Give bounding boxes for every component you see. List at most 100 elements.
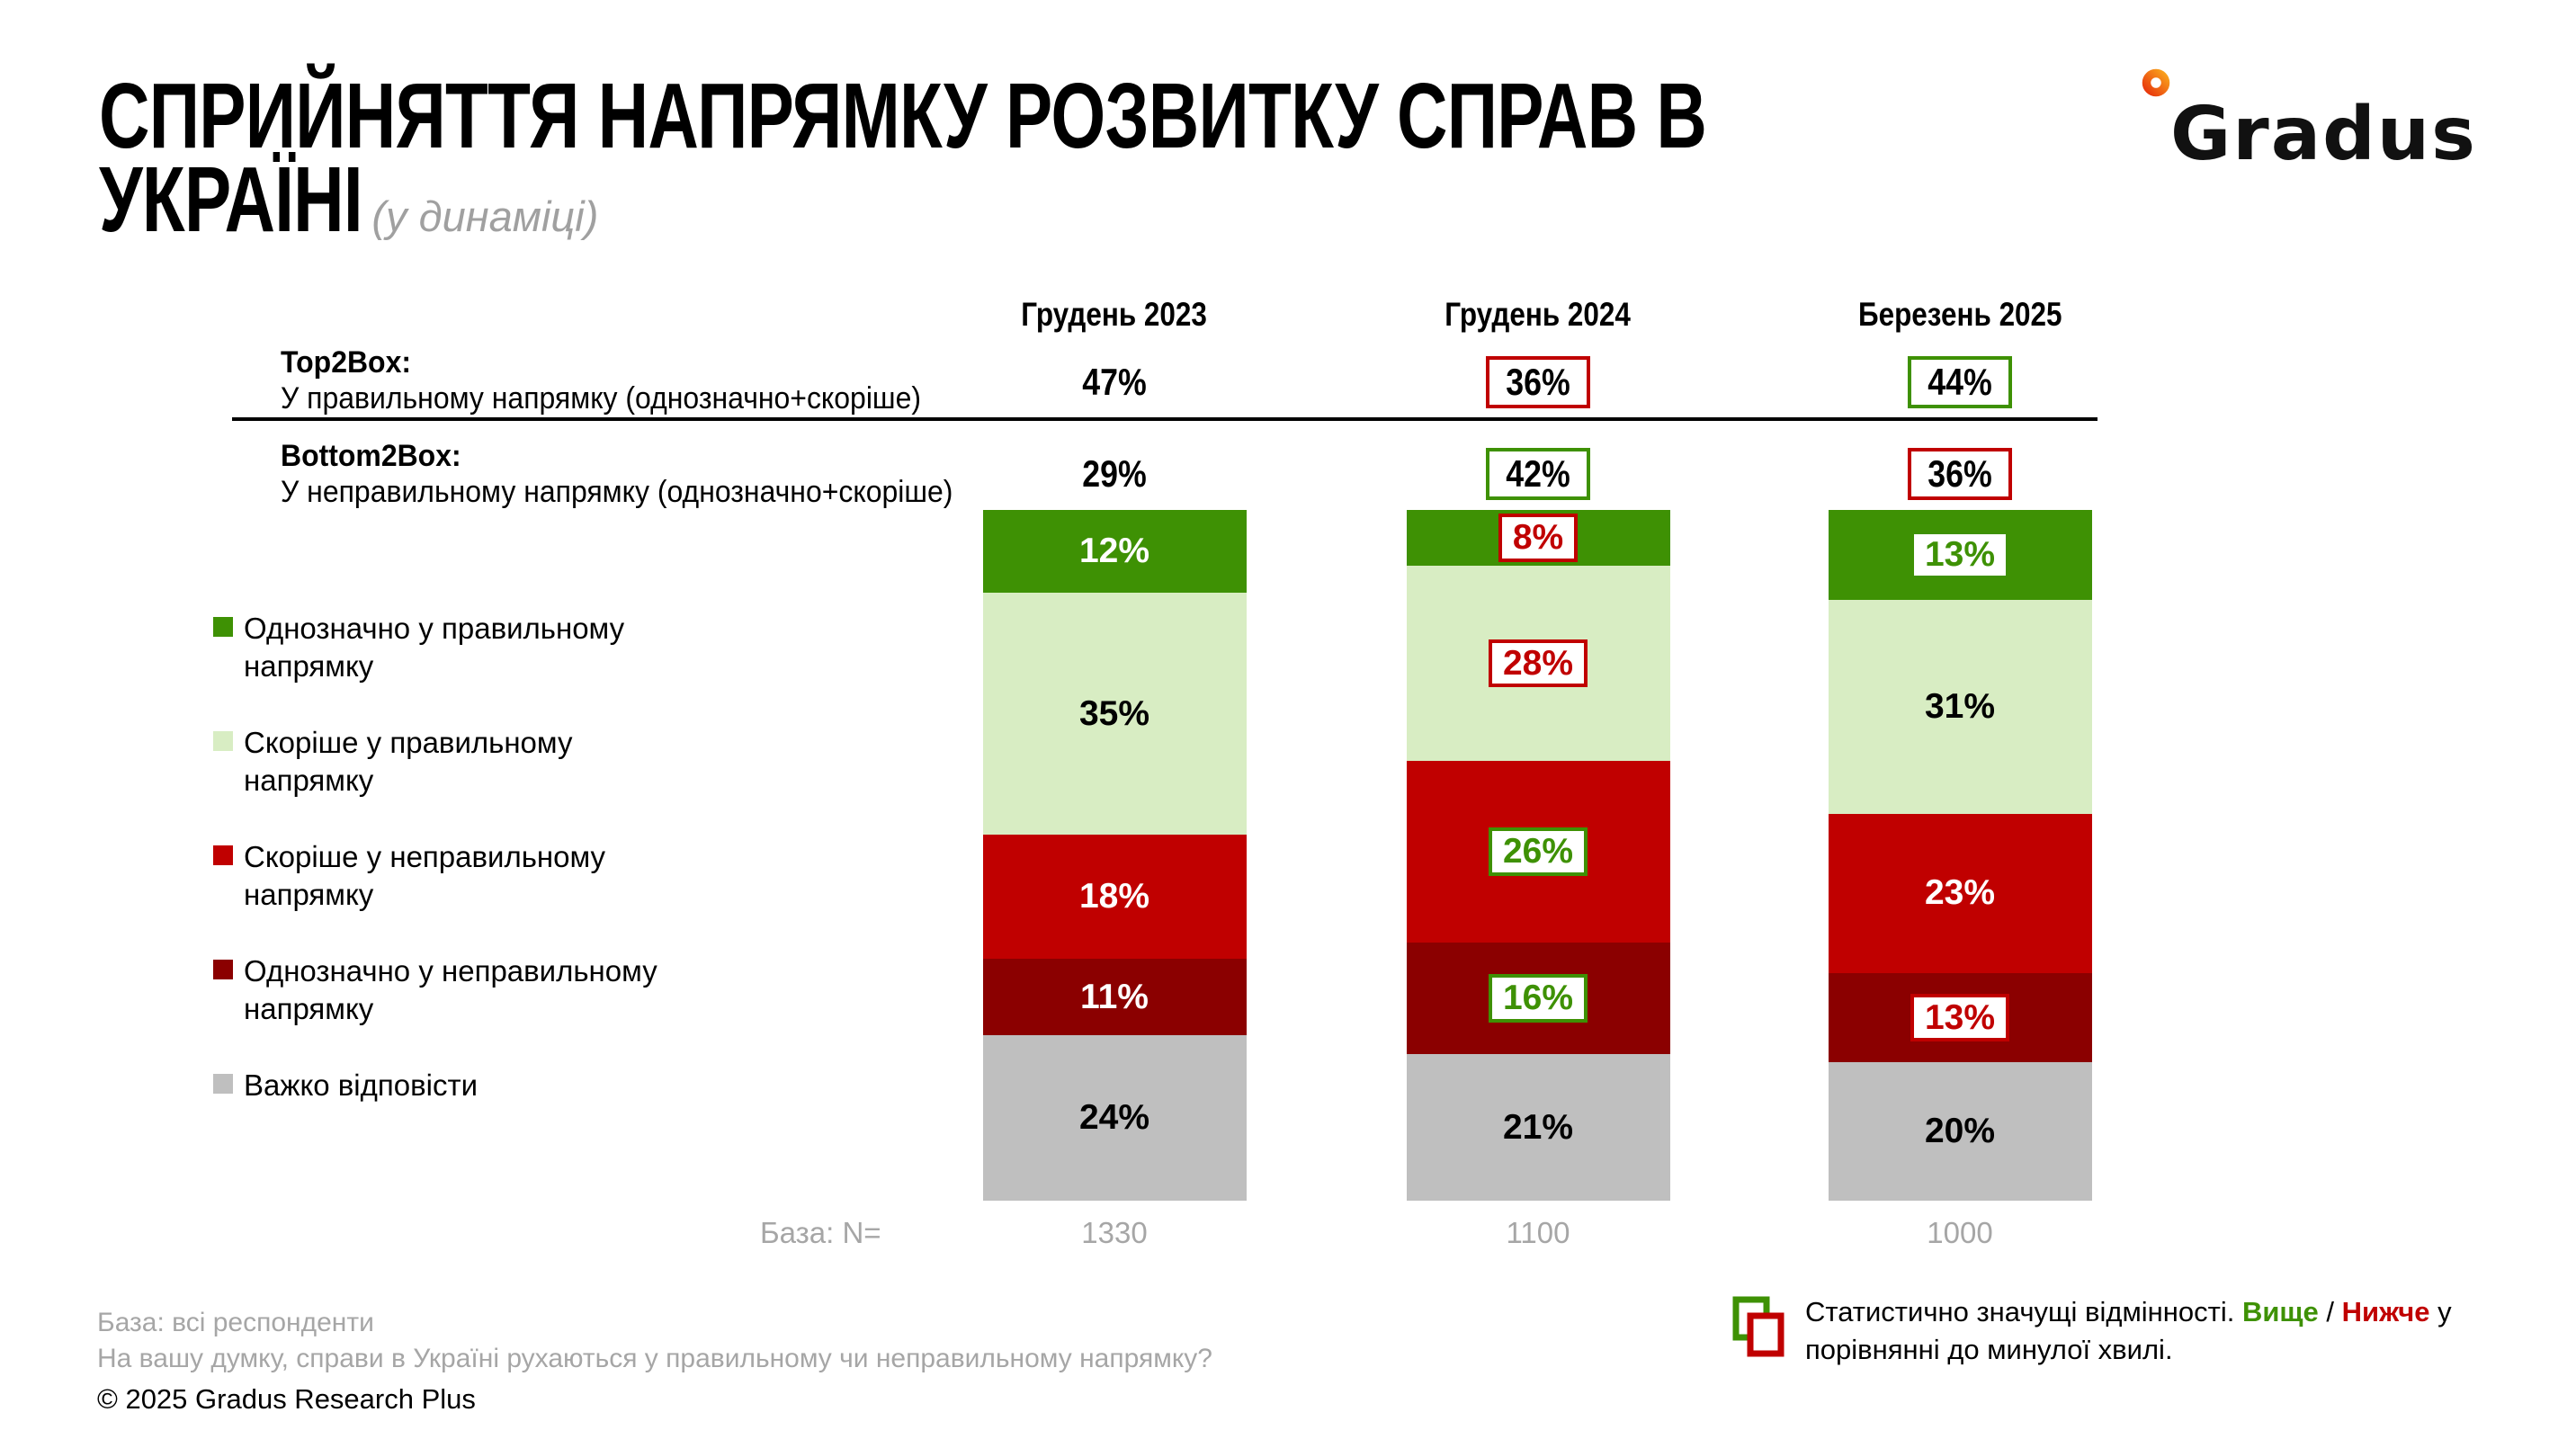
bar-segment-1-4: 11% [982, 959, 1247, 1035]
legend-swatch-2 [213, 731, 233, 751]
footer-question: На вашу думку, справи в Україні рухаютьс… [97, 1344, 1212, 1373]
significance-text: Статистично значущі відмінності. Вище / … [1805, 1293, 2507, 1369]
column-header-label: Грудень 2023 [1021, 296, 1208, 333]
top2box-name: Top2Box: [281, 345, 411, 380]
top2box-description: У правильному напрямку (однозначно+скорі… [281, 381, 921, 416]
footer-base-note: База: всі респонденти [97, 1308, 374, 1337]
legend-item-5: Важко відповісти [213, 1067, 663, 1104]
segment-label: 18% [1078, 877, 1150, 916]
base-value-2: 1100 [1506, 1216, 1570, 1249]
page-title: СПРИЙНЯТТЯ НАПРЯМКУ РОЗВИТКУ СПРАВ В [99, 69, 2214, 162]
bar-column-1: 12% 35% 18% 11% 24% [982, 510, 1247, 1201]
page-title-line-2: УКРАЇНІ (у динаміці) [99, 153, 598, 246]
bar-segment-2-2: 28% [1406, 566, 1670, 762]
gradus-logo-graphic: Gradus [2142, 68, 2477, 177]
bar-segment-2-1: 8% [1406, 510, 1670, 567]
segment-label: 28% [1488, 639, 1588, 688]
legend-item-1: Однозначно у правильному напрямку [213, 610, 663, 685]
bottom2box-description: У неправильному напрямку (однозначно+ско… [281, 475, 953, 509]
summary-value-box: 42% [1485, 448, 1591, 500]
legend-item-2: Скоріше у правильному напрямку [213, 724, 663, 800]
segment-label: 8% [1498, 514, 1579, 562]
bar-segment-3-4: 13% [1828, 972, 2092, 1063]
segment-label: 11% [1080, 977, 1149, 1016]
legend-label: Важко відповісти [244, 1068, 479, 1102]
legend-swatch-5 [213, 1074, 233, 1094]
summary-value-box: 29% [1077, 452, 1152, 495]
segment-label: 21% [1502, 1107, 1574, 1147]
bar-segment-3-3: 23% [1828, 813, 2092, 973]
bar-segment-2-3: 26% [1406, 761, 1670, 943]
column-header-3: Березень 2025 [1771, 296, 2149, 334]
legend-label: Однозначно у правильному напрямку [244, 612, 625, 683]
bottom2box-name: Bottom2Box: [281, 439, 461, 473]
bottom2box-value-3: 36% [1771, 447, 2149, 501]
bar-segment-1-5: 24% [982, 1034, 1247, 1201]
title-line-2: УКРАЇНІ [99, 147, 363, 251]
legend-swatch-3 [213, 845, 233, 865]
summary-value-text: 36% [1506, 361, 1570, 404]
segment-label: 13% [1913, 534, 2007, 576]
bar-segment-1-3: 18% [982, 834, 1247, 960]
bar-segment-1-1: 12% [982, 510, 1247, 594]
bar-column-2: 8% 28% 26% 16% 21% [1406, 510, 1670, 1201]
gradus-logo: Gradus [2136, 47, 2514, 177]
bar-segment-2-4: 16% [1406, 942, 1670, 1055]
segment-label: 23% [1924, 873, 1996, 913]
base-value-3: 1000 [1927, 1216, 1993, 1249]
segment-label: 24% [1078, 1097, 1150, 1137]
bar-segment-3-5: 20% [1828, 1062, 2092, 1201]
segment-label: 20% [1924, 1112, 1996, 1151]
top2box-value-2: 36% [1349, 355, 1727, 409]
summary-value-text: 29% [1082, 452, 1147, 496]
base-value-1: 1330 [1081, 1216, 1148, 1249]
summary-value-box: 36% [1485, 356, 1591, 408]
title-line-1: СПРИЙНЯТТЯ НАПРЯМКУ РОЗВИТКУ СПРАВ В [99, 64, 1707, 167]
top2box-value-3: 44% [1771, 355, 2149, 409]
separator-line [232, 417, 2097, 421]
bar-segment-3-1: 13% [1828, 510, 2092, 600]
summary-value-box: 47% [1077, 361, 1152, 403]
footer-copyright: © 2025 Gradus Research Plus [97, 1383, 476, 1415]
summary-value-text: 36% [1928, 452, 1992, 496]
significance-suffix: у порівнянні до минулої хвилі. [1805, 1296, 2452, 1365]
segment-label: 12% [1078, 532, 1150, 571]
segment-label: 31% [1924, 687, 1996, 727]
logo-degree-icon [2142, 68, 2170, 97]
segment-label: 35% [1078, 693, 1150, 733]
significance-lower: Нижче [2341, 1296, 2430, 1327]
logo-text: Gradus [2170, 92, 2477, 173]
base-label: База: N= [760, 1216, 881, 1249]
column-header-1: Грудень 2023 [926, 296, 1303, 334]
significance-note: Статистично значущі відмінності. Вище / … [1731, 1293, 2507, 1369]
top2box-label: Top2Box: У правильному напрямку (однозна… [281, 344, 1007, 416]
summary-value-text: 42% [1506, 452, 1570, 496]
summary-value-box: 36% [1907, 448, 2013, 500]
bottom2box-value-2: 42% [1349, 447, 1727, 501]
bottom2box-value-1: 29% [926, 447, 1303, 501]
legend-swatch-1 [213, 617, 233, 637]
column-header-label: Березень 2025 [1857, 296, 2062, 333]
bottom2box-label: Bottom2Box: У неправильному напрямку (од… [281, 438, 1007, 510]
bar-column-3: 13% 31% 23% 13% 20% [1828, 510, 2092, 1201]
bar-segment-3-2: 31% [1828, 599, 2092, 814]
bar-segment-1-2: 35% [982, 593, 1247, 835]
page-subtitle: (у динаміці) [371, 192, 599, 240]
legend-label: Однозначно у неправильному напрямку [244, 954, 657, 1025]
significance-separator: / [2318, 1296, 2342, 1327]
legend-swatch-4 [213, 960, 233, 979]
column-header-2: Грудень 2024 [1349, 296, 1727, 334]
summary-value-text: 44% [1928, 361, 1992, 404]
bar-segment-2-5: 21% [1406, 1054, 1670, 1201]
column-header-label: Грудень 2024 [1445, 296, 1632, 333]
top2box-value-1: 47% [926, 355, 1303, 409]
significance-prefix: Статистично значущі відмінності. [1805, 1296, 2242, 1327]
segment-label: 13% [1910, 993, 2010, 1042]
summary-value-text: 47% [1082, 361, 1147, 404]
legend-label: Скоріше у неправильному напрямку [244, 840, 606, 911]
summary-value-box: 44% [1907, 356, 2013, 408]
legend-item-4: Однозначно у неправильному напрямку [213, 952, 663, 1028]
legend-label: Скоріше у правильному напрямку [244, 726, 573, 797]
segment-label: 26% [1488, 827, 1588, 876]
